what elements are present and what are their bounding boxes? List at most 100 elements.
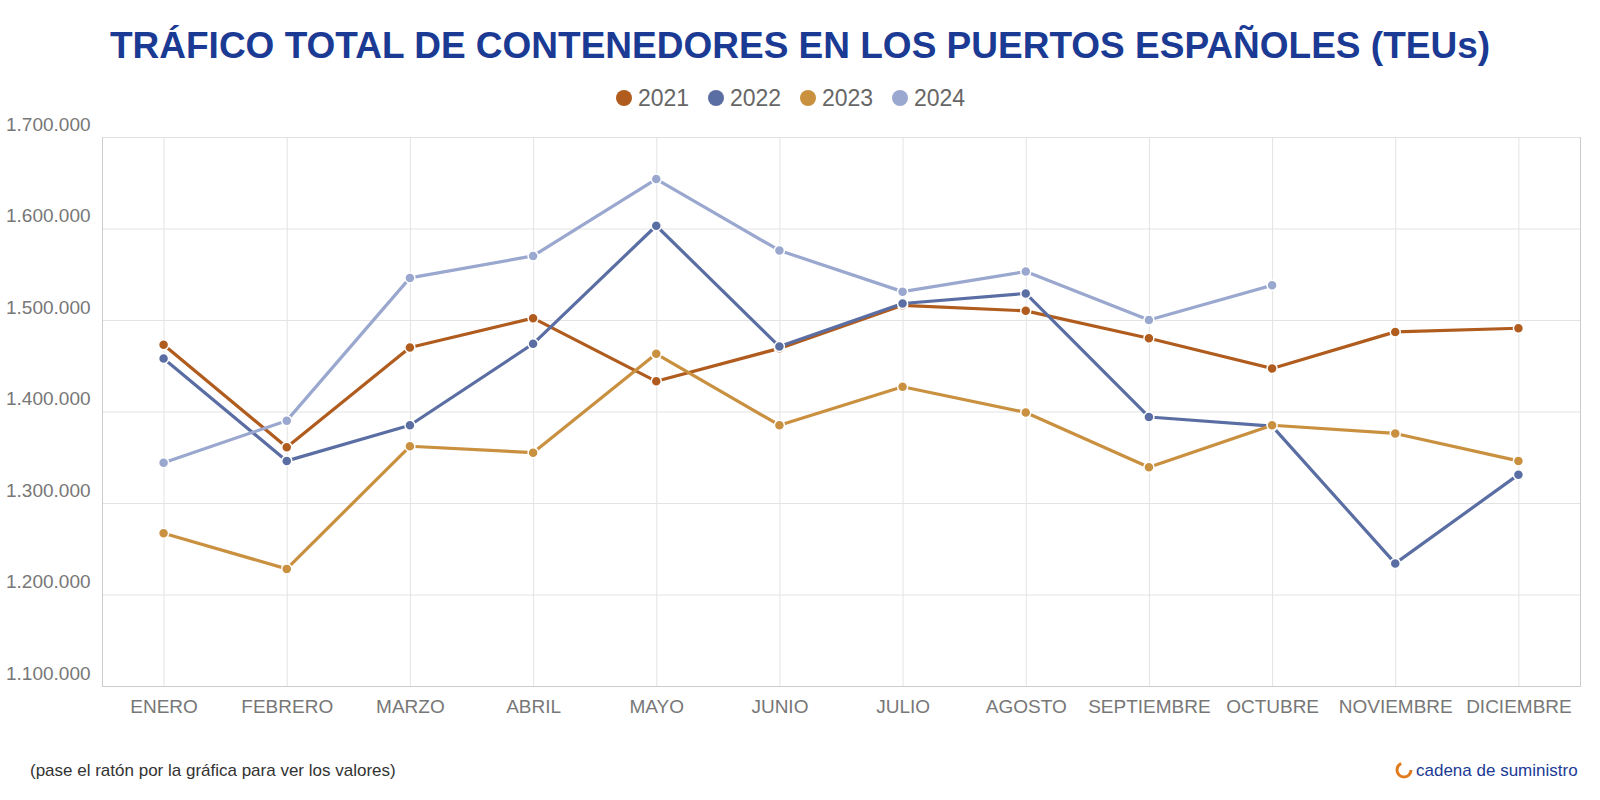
x-tick-label: ENERO <box>130 696 198 717</box>
x-grid-line <box>287 137 288 686</box>
point[interactable] <box>1267 420 1277 430</box>
y-grid-line <box>102 229 1580 230</box>
point[interactable] <box>651 174 661 184</box>
point[interactable] <box>1144 412 1154 422</box>
x-tick-label: NOVIEMBRE <box>1339 696 1453 717</box>
legend-label: 2021 <box>638 85 689 111</box>
x-tick: JULIO <box>876 137 930 717</box>
y-grid-line <box>102 595 1580 596</box>
point[interactable] <box>651 349 661 359</box>
x-tick: AGOSTO <box>986 137 1067 717</box>
x-grid-line <box>164 137 165 686</box>
point[interactable] <box>282 442 292 452</box>
point[interactable] <box>1144 333 1154 343</box>
x-tick-label: MAYO <box>629 696 684 717</box>
point[interactable] <box>1267 421 1277 431</box>
point[interactable] <box>1390 558 1400 568</box>
legend-swatch <box>892 90 908 106</box>
point[interactable] <box>528 448 538 458</box>
point[interactable] <box>774 342 784 352</box>
x-tick: JUNIO <box>751 137 808 717</box>
y-tick: 1.700.000 <box>6 114 1580 138</box>
x-tick-label: FEBRERO <box>241 696 333 717</box>
logo: cadena de suministro <box>1397 761 1578 780</box>
y-axis: 1.100.000 1.200.000 1.300.000 1.400.000 1.50… <box>6 114 1580 687</box>
point[interactable] <box>282 564 292 574</box>
point[interactable] <box>1267 280 1277 290</box>
point[interactable] <box>1390 327 1400 337</box>
x-tick-label: AGOSTO <box>986 696 1067 717</box>
point[interactable] <box>405 441 415 451</box>
y-tick: 1.300.000 <box>6 480 1580 504</box>
legend-item: 2021 <box>616 85 689 111</box>
point[interactable] <box>898 382 908 392</box>
point[interactable] <box>1021 306 1031 316</box>
x-tick-label: MARZO <box>376 696 445 717</box>
point[interactable] <box>898 287 908 297</box>
point[interactable] <box>405 420 415 430</box>
series-line <box>164 354 1519 569</box>
chart: TRÁFICO TOTAL DE CONTENEDORES EN LOS PUE… <box>0 0 1600 800</box>
x-tick: MARZO <box>376 137 445 717</box>
x-tick: FEBRERO <box>241 137 333 717</box>
point[interactable] <box>159 340 169 350</box>
plot: 1.100.000 1.200.000 1.300.000 1.400.000 1.50… <box>6 114 1581 718</box>
legend-label: 2022 <box>730 85 781 111</box>
y-tick-label: 1.200.000 <box>6 571 91 592</box>
point[interactable] <box>405 273 415 283</box>
point[interactable] <box>1513 323 1523 333</box>
series-line <box>164 226 1519 564</box>
y-grid-line <box>102 412 1580 413</box>
legend-swatch <box>708 90 724 106</box>
point[interactable] <box>774 420 784 430</box>
point[interactable] <box>1513 470 1523 480</box>
point[interactable] <box>528 313 538 323</box>
legend-swatch <box>800 90 816 106</box>
x-grid-line <box>1395 137 1396 686</box>
y-axis-line <box>103 138 1581 687</box>
point[interactable] <box>1144 462 1154 472</box>
x-axis: ENERO FEBRERO MARZO ABRIL MAYO JUNIO JULIO AGOS… <box>103 137 1581 717</box>
y-tick: 1.200.000 <box>6 571 1580 595</box>
y-tick-label: 1.500.000 <box>6 297 91 318</box>
y-tick-label: 1.300.000 <box>6 480 91 501</box>
logo-text: cadena de suministro <box>1416 761 1578 780</box>
x-grid-line <box>656 137 657 686</box>
point[interactable] <box>1513 456 1523 466</box>
point[interactable] <box>159 353 169 363</box>
legend-label: 2023 <box>822 85 873 111</box>
point[interactable] <box>282 416 292 426</box>
point[interactable] <box>1267 363 1277 373</box>
point[interactable] <box>1021 407 1031 417</box>
y-tick-label: 1.100.000 <box>6 663 91 684</box>
point[interactable] <box>898 299 908 309</box>
y-grid-line <box>102 320 1580 321</box>
legend-label: 2024 <box>914 85 965 111</box>
x-grid-line <box>1272 137 1273 686</box>
legend-item: 2022 <box>708 85 781 111</box>
point[interactable] <box>651 376 661 386</box>
y-tick-label: 1.600.000 <box>6 205 91 226</box>
point[interactable] <box>774 245 784 255</box>
x-tick: DICIEMBRE <box>1466 137 1572 717</box>
x-grid-line <box>1518 137 1519 686</box>
point[interactable] <box>1144 315 1154 325</box>
x-tick-label: ABRIL <box>506 696 561 717</box>
point[interactable] <box>159 528 169 538</box>
point[interactable] <box>1021 288 1031 298</box>
y-grid-line <box>102 137 1580 138</box>
point[interactable] <box>405 342 415 352</box>
y-tick: 1.100.000 <box>6 663 1580 687</box>
point[interactable] <box>651 221 661 231</box>
point[interactable] <box>528 339 538 349</box>
logo-icon <box>1397 763 1411 777</box>
point[interactable] <box>1390 428 1400 438</box>
point[interactable] <box>282 456 292 466</box>
y-tick: 1.500.000 <box>6 297 1580 321</box>
series-layer <box>159 174 1524 574</box>
point[interactable] <box>528 251 538 261</box>
y-tick-label: 1.400.000 <box>6 388 91 409</box>
point[interactable] <box>159 458 169 468</box>
x-tick-label: JUNIO <box>751 696 808 717</box>
point[interactable] <box>1021 267 1031 277</box>
